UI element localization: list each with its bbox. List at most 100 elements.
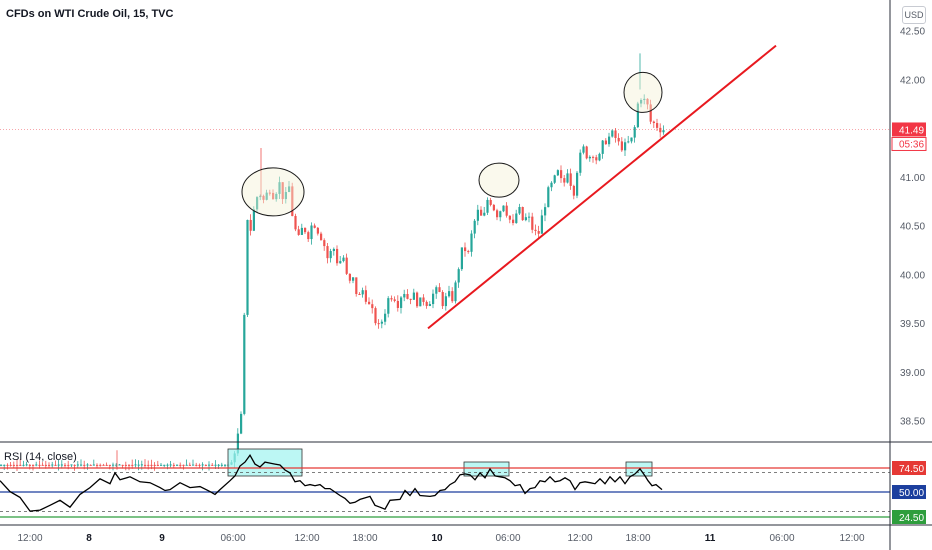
candle-93 (297, 229, 300, 235)
price-tick-4: 40.00 (900, 270, 925, 281)
candle-150 (480, 209, 483, 216)
candle-189 (604, 140, 607, 145)
candle-159 (508, 215, 511, 220)
candle-146 (467, 251, 470, 253)
candle-5 (16, 464, 19, 466)
candle-156 (499, 211, 502, 218)
rsi-title: RSI (14, close) (4, 451, 77, 463)
candle-113 (361, 290, 364, 295)
candle-100 (320, 233, 323, 241)
candle-115 (368, 301, 371, 305)
price-tick-2: 41.00 (900, 173, 925, 184)
candle-144 (460, 247, 463, 270)
candle-129 (412, 292, 415, 300)
candle-147 (470, 233, 473, 252)
candle-26 (83, 464, 86, 466)
candle-3 (9, 464, 12, 466)
candle-90 (288, 186, 291, 193)
time-tick-4: 12:00 (294, 533, 319, 544)
candle-84 (268, 192, 271, 194)
time-tick-6: 10 (431, 533, 443, 544)
candle-133 (425, 301, 428, 306)
countdown-tag (891, 136, 927, 151)
candle-123 (393, 299, 396, 301)
candle-65 (208, 464, 211, 466)
candle-141 (451, 291, 454, 302)
candle-47 (150, 464, 153, 466)
candle-203 (649, 104, 652, 122)
candle-143 (457, 269, 460, 283)
candle-15 (48, 464, 51, 466)
candle-152 (486, 199, 489, 213)
candle-14 (44, 464, 47, 466)
candle-59 (188, 464, 191, 466)
time-tick-11: 06:00 (769, 533, 794, 544)
candle-139 (444, 296, 447, 307)
candle-181 (579, 152, 582, 173)
rsi-tag-mid (892, 485, 926, 500)
candle-186 (595, 157, 598, 161)
candle-205 (656, 123, 659, 128)
candle-127 (406, 293, 409, 299)
annotation-circle-0 (241, 167, 305, 217)
candle-12 (38, 464, 41, 466)
candle-16 (51, 464, 54, 466)
candle-17 (54, 464, 57, 466)
trendline (427, 44, 777, 330)
price-pane[interactable] (0, 44, 890, 471)
candle-52 (166, 464, 169, 466)
candle-0 (0, 464, 3, 466)
candle-43 (137, 464, 140, 466)
candle-192 (614, 130, 617, 138)
candle-45 (144, 464, 147, 466)
candle-167 (534, 229, 537, 232)
candle-106 (339, 261, 342, 264)
candle-94 (300, 227, 303, 235)
chart-title: CFDs on WTI Crude Oil, 15, TVC (6, 8, 174, 20)
candle-172 (550, 182, 553, 188)
candle-79 (252, 209, 255, 231)
candle-151 (483, 212, 486, 216)
candle-206 (659, 127, 662, 133)
candle-164 (524, 217, 527, 221)
rsi-pane[interactable] (0, 448, 890, 518)
candle-22 (70, 464, 73, 466)
candle-11 (35, 464, 38, 466)
candle-176 (563, 178, 566, 183)
time-tick-5: 18:00 (352, 533, 377, 544)
candle-194 (620, 141, 623, 151)
candle-180 (576, 172, 579, 196)
candle-128 (409, 298, 412, 300)
candle-39 (124, 464, 127, 466)
candle-120 (384, 313, 387, 322)
candle-122 (390, 298, 393, 300)
candle-174 (556, 170, 559, 176)
candle-184 (588, 156, 591, 159)
candle-7 (22, 464, 25, 466)
currency-button[interactable]: USD (902, 6, 926, 24)
candle-104 (332, 248, 335, 252)
candle-169 (540, 215, 543, 234)
candle-35 (112, 464, 115, 466)
candle-112 (358, 294, 361, 296)
candle-6 (19, 464, 22, 466)
candle-136 (435, 287, 438, 294)
candle-29 (92, 464, 95, 466)
candle-68 (217, 464, 220, 466)
candle-61 (195, 464, 198, 466)
candle-27 (86, 464, 89, 466)
candle-207 (662, 130, 665, 133)
candle-95 (304, 227, 307, 233)
time-tick-0: 12:00 (17, 533, 42, 544)
candle-36 (115, 464, 118, 466)
candle-19 (60, 464, 63, 466)
candle-145 (464, 247, 467, 252)
candle-125 (400, 297, 403, 308)
candle-75 (240, 413, 243, 434)
candle-162 (518, 206, 521, 214)
time-tick-10: 11 (705, 533, 716, 544)
candle-13 (41, 464, 44, 466)
candle-124 (396, 300, 399, 308)
